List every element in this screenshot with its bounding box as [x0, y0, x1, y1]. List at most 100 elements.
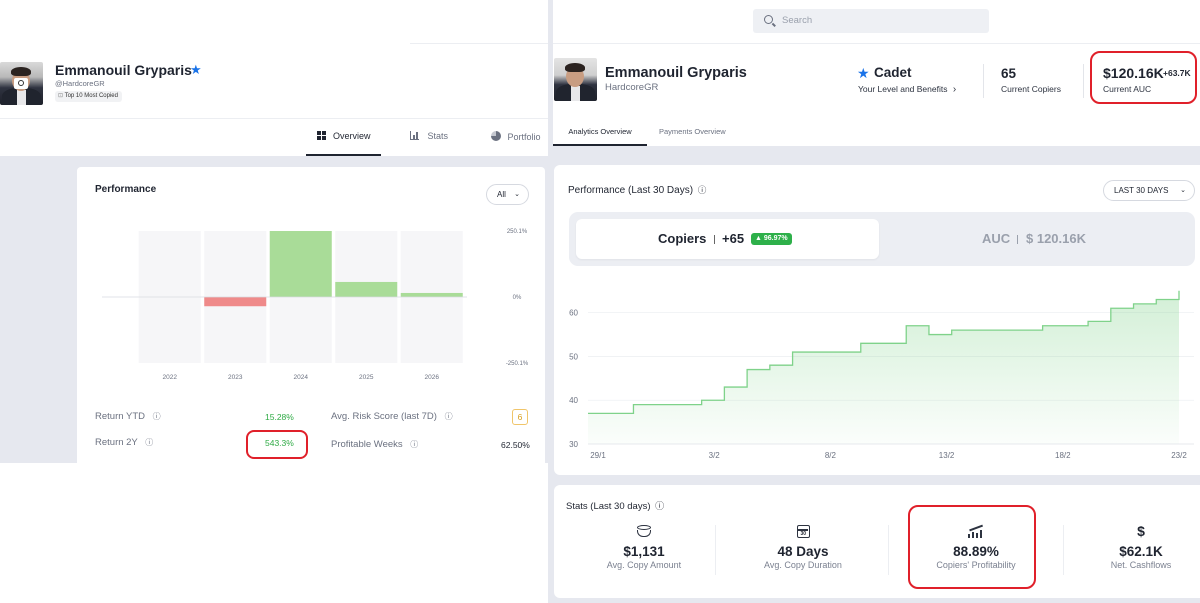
profile-handle: @HardcoreGR — [55, 79, 105, 88]
copiers-pct: 96.97% — [763, 235, 788, 242]
stat-net-cashflows: $ $62.1K Net. Cashflows — [1071, 523, 1200, 585]
stats-divider — [1063, 525, 1064, 575]
bar-chart-icon — [410, 131, 419, 140]
x-tick-label: 2022 — [163, 374, 178, 381]
series-line — [588, 290, 1180, 415]
camera-icon[interactable] — [14, 78, 28, 89]
y-tick-label: 50 — [569, 352, 578, 361]
tab-overview-label: Overview — [333, 131, 371, 141]
performance-title-text: Performance (Last 30 Days) — [568, 185, 694, 196]
avatar — [554, 58, 597, 101]
info-icon[interactable]: ⓘ — [655, 501, 665, 511]
header-divider — [0, 118, 548, 119]
stats-card: Stats (Last 30 days) ⓘ $1,131 Avg. Copy … — [554, 485, 1200, 598]
stat-copiers-profitability: 88.89% Copiers' Profitability — [906, 524, 1046, 585]
y-tick-label: 40 — [569, 396, 578, 405]
copiers-line-chart: 30 40 50 60 29/1 3/2 8/2 13/2 18/2 23/2 — [569, 290, 1194, 460]
risk-score-badge: 6 — [512, 409, 528, 425]
stats-divider — [715, 525, 716, 575]
level-benefits-link[interactable]: Your Level and Benefits › — [858, 84, 956, 95]
search-box[interactable]: Search — [753, 9, 989, 33]
profile-handle: HardcoreGR — [605, 82, 659, 93]
risk-score-label: Avg. Risk Score (last 7D) ⓘ — [331, 411, 453, 422]
tab-overview[interactable]: Overview — [306, 128, 381, 156]
y-tick-label: 30 — [569, 440, 578, 449]
x-tick-label: 23/2 — [1171, 451, 1187, 460]
return-ytd-label-text: Return YTD — [95, 411, 145, 422]
left-panel: Emmanouil Gryparis ★ @HardcoreGR ⊡ Top 1… — [0, 0, 548, 603]
auc-delta: +63.7K — [1163, 68, 1191, 78]
y-tick-label: -250.1% — [506, 361, 529, 367]
profitable-weeks-label: Profitable Weeks ⓘ — [331, 439, 418, 450]
return-2y-value: 543.3% — [265, 438, 294, 448]
auc-value: $120.16K — [1103, 65, 1164, 81]
stats-divider — [888, 525, 889, 575]
tab-payments-overview-label: Payments Overview — [659, 127, 726, 136]
return-2y-highlight — [246, 430, 308, 459]
period-select[interactable]: All ⌄ — [486, 184, 529, 205]
stat-avg-copy-duration: 30 48 Days Avg. Copy Duration — [733, 525, 873, 585]
tab-stats[interactable]: Stats — [410, 131, 448, 141]
info-icon[interactable]: ⓘ — [697, 185, 707, 195]
tab-analytics-overview[interactable]: Analytics Overview — [553, 118, 647, 146]
copiers-toggle-label: Copiers — [658, 231, 707, 246]
level-star-icon: ★ — [857, 65, 870, 81]
header-divider-2 — [1083, 64, 1084, 98]
bar — [204, 297, 267, 307]
performance-card: Performance (Last 30 Days) ⓘ LAST 30 DAY… — [554, 165, 1200, 475]
right-panel: Search Emmanouil Gryparis HardcoreGR ★ C… — [553, 0, 1200, 603]
profitable-weeks-value: 62.50% — [501, 440, 530, 450]
copiers-pct-badge: ▲ 96.97% — [751, 233, 792, 245]
info-icon[interactable]: ⓘ — [444, 412, 453, 421]
return-ytd-value: 15.28% — [265, 412, 294, 422]
x-tick-label: 3/2 — [709, 451, 721, 460]
tab-stats-label: Stats — [427, 131, 449, 141]
bar — [400, 292, 463, 297]
auc-toggle-value: $ 120.16K — [1026, 231, 1086, 246]
dollar-icon: $ — [1137, 523, 1145, 539]
up-arrow-icon: ▲ — [755, 235, 764, 242]
x-tick-label: 29/1 — [590, 451, 606, 460]
stats-title-text: Stats (Last 30 days) — [566, 501, 651, 512]
info-icon[interactable]: ⓘ — [410, 440, 419, 449]
x-tick-label: 2024 — [294, 374, 309, 381]
return-2y-label: Return 2Y ⓘ — [95, 437, 153, 448]
badge-icon: ⊡ — [58, 93, 65, 99]
x-tick-label: 8/2 — [825, 451, 837, 460]
stat-avg-copy-amount: $1,131 Avg. Copy Amount — [574, 525, 714, 585]
x-tick-label: 18/2 — [1055, 451, 1071, 460]
top-divider — [410, 43, 548, 44]
performance-card: Performance All ⌄ 2022 2023 2024 2025 2026 25… — [77, 167, 545, 463]
stat-label: Copiers' Profitability — [936, 560, 1016, 570]
metric-toggle: Copiers +65 ▲ 96.97% AUC $ 120.16K — [569, 212, 1195, 266]
risk-score-label-text: Avg. Risk Score (last 7D) — [331, 411, 437, 422]
period-select-value: All — [497, 190, 506, 199]
x-tick-label: 13/2 — [939, 451, 955, 460]
coins-icon — [637, 525, 651, 537]
performance-title: Performance — [95, 184, 157, 195]
auc-toggle[interactable]: AUC $ 120.16K — [889, 219, 1189, 259]
y-tick-label: 250.1% — [507, 229, 528, 235]
level-name: Cadet — [874, 65, 912, 80]
badge-label: Top 10 Most Copied — [64, 93, 118, 99]
info-icon[interactable]: ⓘ — [152, 412, 161, 421]
period-select[interactable]: LAST 30 DAYS ⌄ — [1103, 180, 1195, 201]
profitability-highlight — [908, 505, 1036, 589]
tab-portfolio[interactable]: Portfolio — [491, 131, 541, 142]
tab-payments-overview[interactable]: Payments Overview — [659, 127, 726, 136]
auc-toggle-label: AUC — [982, 231, 1011, 246]
bar — [335, 281, 398, 297]
pie-chart-icon — [491, 131, 501, 141]
x-tick-label: 2023 — [228, 374, 243, 381]
calendar-icon: 30 — [796, 525, 810, 538]
top-copied-badge: ⊡ Top 10 Most Copied — [55, 91, 122, 102]
copiers-toggle[interactable]: Copiers +65 ▲ 96.97% — [576, 219, 879, 259]
chevron-right-icon: › — [952, 84, 957, 95]
profile-name: Emmanouil Gryparis — [605, 65, 747, 81]
auc-label: Current AUC — [1103, 84, 1152, 94]
info-icon[interactable]: ⓘ — [145, 438, 154, 447]
toggle-separator — [1017, 235, 1018, 244]
chevron-down-icon: ⌄ — [514, 191, 520, 198]
y-tick-label: 60 — [569, 309, 578, 318]
area-fill — [588, 290, 1179, 444]
